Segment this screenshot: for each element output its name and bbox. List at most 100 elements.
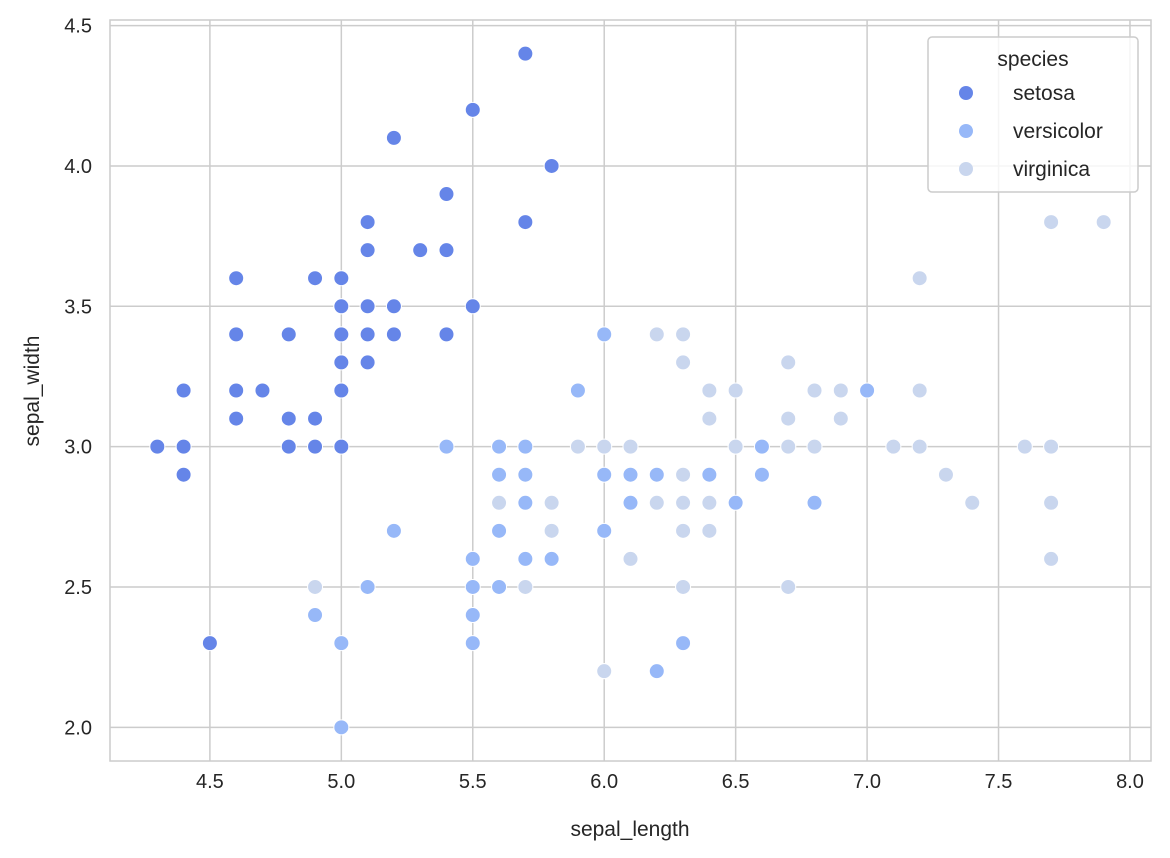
point-virginica [1016,438,1033,455]
point-virginica [937,466,954,483]
legend-box [927,36,1139,193]
point-setosa [333,382,350,399]
y-tick-label: 4.5 [64,16,92,38]
point-virginica [1043,438,1060,455]
point-setosa [333,270,350,287]
point-virginica [780,578,797,595]
point-versicolor [596,466,613,483]
point-versicolor [464,550,481,567]
point-virginica [675,466,692,483]
x-tick-label: 7.5 [985,771,1013,793]
y-tick-label: 3.0 [64,437,92,459]
y-tick-label: 3.5 [64,296,92,318]
x-tick-label: 5.5 [459,771,487,793]
point-setosa [228,270,245,287]
point-versicolor [543,550,560,567]
point-versicolor [596,326,613,343]
point-setosa [228,382,245,399]
y-axis-label: sepal_width [21,336,44,447]
point-setosa [333,438,350,455]
point-virginica [780,410,797,427]
point-setosa [333,326,350,343]
point-virginica [701,410,718,427]
point-virginica [648,326,665,343]
point-virginica [911,438,928,455]
y-tick-label: 2.0 [64,717,92,739]
point-virginica [701,382,718,399]
point-virginica [569,438,586,455]
point-versicolor [464,578,481,595]
legend-marker-virginica [959,162,973,176]
point-setosa [307,270,324,287]
legend-label-setosa: setosa [1013,82,1075,105]
point-versicolor [464,607,481,624]
point-setosa [385,129,402,146]
point-virginica [780,354,797,371]
point-versicolor [517,494,534,511]
point-setosa [517,214,534,231]
legend: species setosa versicolor virginica [927,36,1139,193]
points [149,45,1112,736]
point-versicolor [622,494,639,511]
point-setosa [412,242,429,259]
x-tick-label: 5.0 [327,771,355,793]
point-versicolor [359,578,376,595]
point-virginica [517,578,534,595]
x-tick-label: 6.5 [722,771,750,793]
point-virginica [727,382,744,399]
point-setosa [280,326,297,343]
point-virginica [780,438,797,455]
point-virginica [1043,550,1060,567]
point-versicolor [622,466,639,483]
point-versicolor [648,663,665,680]
point-setosa [385,326,402,343]
point-setosa [201,635,218,652]
point-virginica [832,410,849,427]
point-versicolor [569,382,586,399]
point-virginica [832,382,849,399]
point-setosa [438,326,455,343]
point-versicolor [385,522,402,539]
point-virginica [675,494,692,511]
x-tick-label: 8.0 [1116,771,1144,793]
point-versicolor [675,635,692,652]
legend-label-virginica: virginica [1013,158,1090,181]
y-tick-label: 4.0 [64,156,92,178]
point-setosa [385,298,402,315]
point-virginica [806,438,823,455]
point-setosa [307,410,324,427]
point-setosa [175,466,192,483]
point-versicolor [701,466,718,483]
legend-marker-versicolor [959,124,973,138]
point-versicolor [491,438,508,455]
point-virginica [964,494,981,511]
point-setosa [307,438,324,455]
point-virginica [307,578,324,595]
legend-title: species [997,48,1068,71]
point-versicolor [517,466,534,483]
point-setosa [359,242,376,259]
x-tick-label: 6.0 [590,771,618,793]
legend-label-versicolor: versicolor [1013,120,1103,143]
point-versicolor [727,494,744,511]
point-setosa [254,382,271,399]
point-setosa [438,186,455,203]
point-versicolor [517,550,534,567]
point-virginica [543,522,560,539]
point-versicolor [491,522,508,539]
point-setosa [280,410,297,427]
point-virginica [675,326,692,343]
point-versicolor [438,438,455,455]
point-virginica [1043,494,1060,511]
point-setosa [517,45,534,62]
point-setosa [359,354,376,371]
x-axis-label: sepal_length [570,818,689,841]
legend-marker-setosa [959,86,973,100]
point-setosa [333,298,350,315]
point-versicolor [806,494,823,511]
point-virginica [675,578,692,595]
point-versicolor [517,438,534,455]
point-virginica [675,522,692,539]
point-versicolor [307,607,324,624]
point-virginica [596,438,613,455]
